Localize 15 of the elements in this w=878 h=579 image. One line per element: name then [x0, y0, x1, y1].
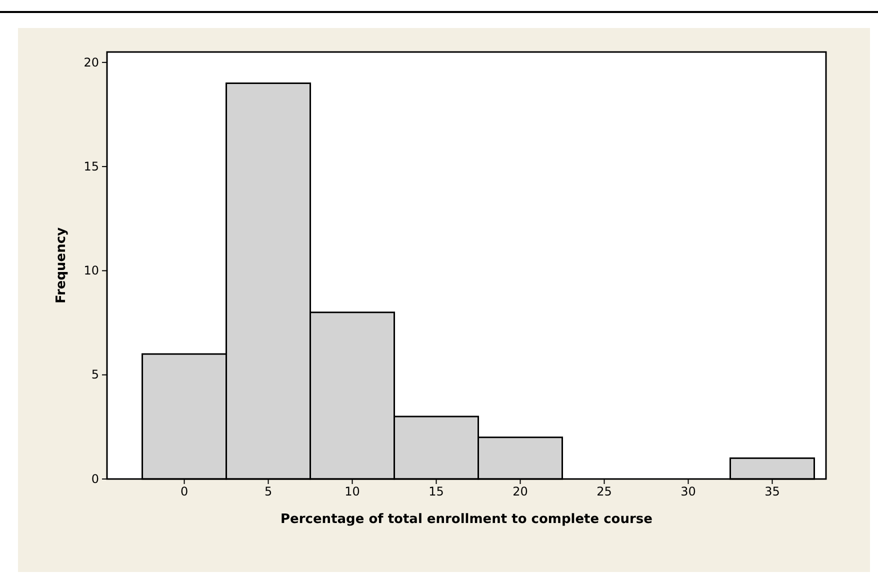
y-tick-label: 15: [84, 159, 99, 174]
x-tick-label: 0: [180, 484, 188, 499]
y-tick-label: 5: [91, 368, 99, 382]
y-tick-label: 10: [84, 264, 99, 278]
x-tick-label: 20: [512, 484, 528, 499]
x-tick-label: 15: [428, 484, 444, 499]
x-tick-label: 10: [344, 484, 360, 499]
x-tick-label: 25: [596, 484, 612, 499]
x-tick-label: 30: [680, 484, 696, 499]
x-tick-label: 5: [264, 484, 272, 499]
x-axis-title: Percentage of total enrollment to complete course: [280, 512, 653, 527]
x-tick-label: 35: [764, 484, 780, 499]
y-tick-label: 20: [84, 55, 99, 70]
y-axis-title: Frequency: [54, 226, 69, 304]
y-tick-label: 0: [91, 472, 99, 486]
